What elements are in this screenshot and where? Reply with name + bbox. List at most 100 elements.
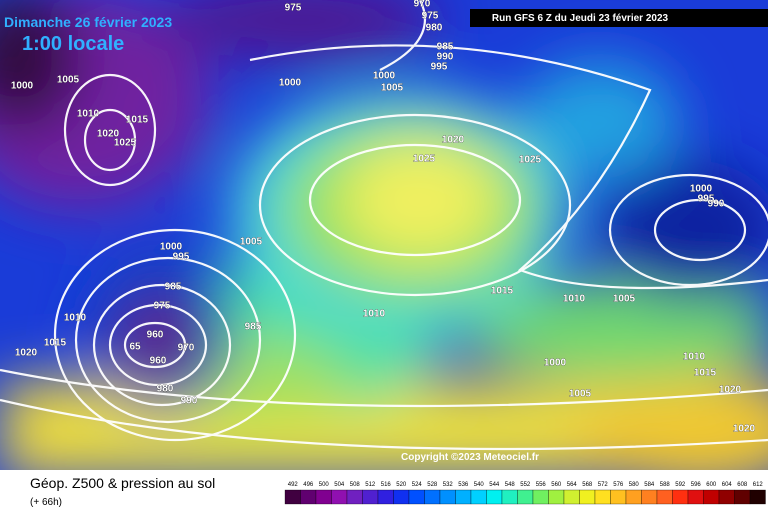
isobar-label: 1015: [694, 368, 717, 379]
scale-label: 600: [706, 482, 717, 488]
isobar-label: 985: [245, 322, 262, 333]
isobar-label: 1015: [126, 115, 149, 126]
scale-label: 536: [458, 482, 469, 488]
isobar-label: 1020: [97, 129, 120, 140]
scale-swatch: [331, 489, 348, 505]
scale-swatch: [625, 489, 642, 505]
isobar-label: 990: [181, 396, 198, 407]
scale-swatch: [734, 489, 751, 505]
scale-swatch: [486, 489, 503, 505]
scale-label: 596: [691, 482, 702, 488]
scale-label: 592: [675, 482, 686, 488]
isobar-label: 1005: [381, 83, 404, 94]
scale-swatch: [563, 489, 580, 505]
scale-swatch: [439, 489, 456, 505]
isobar-label: 1025: [519, 155, 542, 166]
isobar-label: 1010: [683, 352, 706, 363]
scale-swatch: [656, 489, 673, 505]
scale-swatch: [393, 489, 410, 505]
isobar-label: 1010: [77, 109, 100, 120]
scale-swatch: [362, 489, 379, 505]
isobar-label: 1020: [719, 385, 742, 396]
scale-label: 528: [427, 482, 438, 488]
isobar-label: 1000: [279, 78, 302, 89]
isobar-label: 975: [154, 301, 171, 312]
scale-swatch: [579, 489, 596, 505]
scale-label: 512: [365, 482, 376, 488]
isobar-label: 1010: [64, 313, 87, 324]
scale-swatch: [532, 489, 549, 505]
isobar-label: 65: [129, 342, 141, 353]
isobar-label: 960: [150, 356, 167, 367]
isobar-label: 1020: [15, 348, 38, 359]
isobar-label: 985: [437, 42, 454, 53]
scale-swatch: [610, 489, 627, 505]
isobar-label: 1020: [733, 424, 756, 435]
isobar-label: 990: [437, 52, 454, 63]
scale-swatch: [641, 489, 658, 505]
isobar-label: 1005: [569, 389, 592, 400]
scale-swatch: [377, 489, 394, 505]
scale-swatch: [315, 489, 332, 505]
scale-swatch: [594, 489, 611, 505]
scale-label: 548: [505, 482, 516, 488]
footer-title: Géop. Z500 & pression au sol: [30, 475, 215, 491]
scale-label: 496: [303, 482, 314, 488]
time: 1:00 locale: [22, 33, 124, 55]
isobar-label: 1025: [114, 138, 137, 149]
scale-swatch: [470, 489, 487, 505]
scale-label: 524: [412, 482, 423, 488]
isobar-label: 1000: [373, 71, 396, 82]
isobar-label: 990: [708, 199, 725, 210]
scale-swatch: [284, 489, 301, 505]
isobar-label: 980: [426, 23, 443, 34]
scale-label: 544: [489, 482, 500, 488]
isobar-label: 995: [431, 62, 448, 73]
isobar-label: 1020: [442, 135, 465, 146]
isobar-label: 995: [698, 194, 715, 205]
scale-label: 572: [598, 482, 609, 488]
scale-label: 532: [443, 482, 454, 488]
copyright: Copyright ©2023 Meteociel.fr: [401, 452, 539, 463]
scale-label: 516: [381, 482, 392, 488]
scale-label: 604: [722, 482, 733, 488]
scale-label: 612: [753, 482, 764, 488]
isobar-label: 1025: [413, 154, 436, 165]
scale-label: 504: [334, 482, 345, 488]
date: Dimanche 26 février 2023: [4, 14, 172, 30]
scale-swatch: [408, 489, 425, 505]
scale-label: 520: [396, 482, 407, 488]
isobar-label: 975: [422, 11, 439, 22]
map-field: Copyright ©2023 Meteociel.fr: [0, 0, 768, 470]
run-info: Run GFS 6 Z du Jeudi 23 février 2023: [492, 13, 669, 24]
scale-label: 564: [567, 482, 578, 488]
isobar-label: 975: [285, 3, 302, 14]
scale-label: 576: [613, 482, 624, 488]
color-scale: 492 496 500 504 508 512 516 520 524 528 532 536 540 5…: [284, 482, 766, 505]
isobar-label: 970: [414, 0, 431, 10]
isobar-label: 995: [173, 252, 190, 263]
scale-label: 608: [737, 482, 748, 488]
scale-label: 588: [660, 482, 671, 488]
scale-swatch: [424, 489, 441, 505]
scale-label: 568: [582, 482, 593, 488]
scale-swatch: [749, 489, 766, 505]
scale-swatch: [718, 489, 735, 505]
scale-swatch: [346, 489, 363, 505]
isobar-label: 1000: [690, 184, 713, 195]
scale-label: 540: [474, 482, 485, 488]
scale-label: 500: [319, 482, 330, 488]
scale-label: 584: [644, 482, 655, 488]
scale-swatch: [703, 489, 720, 505]
isobar-label: 1005: [613, 294, 636, 305]
isobar-label: 1005: [57, 75, 80, 86]
scale-swatch: [687, 489, 704, 505]
scale-swatch: [455, 489, 472, 505]
scale-label: 556: [536, 482, 547, 488]
isobar-label: 980: [157, 384, 174, 395]
scale-swatch: [548, 489, 565, 505]
isobar-label: 985: [165, 282, 182, 293]
isobar-label: 1000: [160, 242, 183, 253]
